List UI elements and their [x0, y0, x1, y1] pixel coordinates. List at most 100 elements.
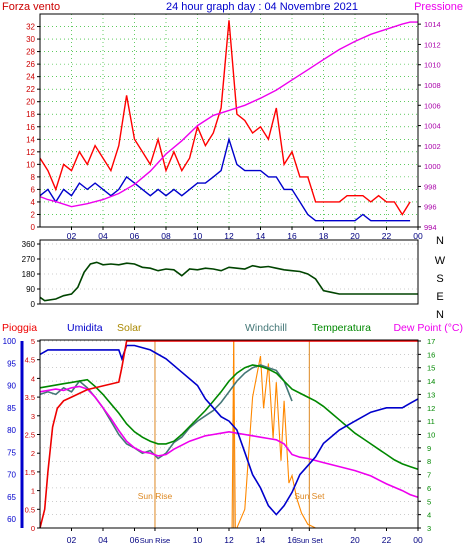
tick-label: 30 [26, 35, 35, 44]
tick-label: 100 [3, 337, 17, 346]
tick-label: 16 [287, 231, 297, 241]
tick-label: 65 [7, 493, 16, 502]
tick-label: 26 [26, 60, 35, 69]
dew_point-line [39, 385, 419, 499]
tick-label: 22 [382, 535, 392, 545]
compass-label: S [436, 273, 443, 285]
plot-lines [39, 261, 418, 302]
tick-label: 80 [7, 426, 16, 435]
tick-label: 270 [22, 255, 36, 264]
tick-label: 9 [427, 444, 431, 453]
tick-label: 1000 [424, 162, 441, 171]
tick-label: 994 [424, 223, 437, 232]
windchill-line [39, 364, 293, 460]
tick-label: 14 [256, 231, 266, 241]
tick-label: 998 [424, 182, 437, 191]
rain-ticks: 0 0.5 1 1.5 2 2.5 3 3.5 4 4.5 5 [25, 337, 40, 533]
tick-label: 3 [31, 412, 35, 421]
tick-label: 17 [427, 337, 435, 346]
temperature-line [39, 364, 419, 470]
tick-label: 1006 [424, 101, 441, 110]
tick-label: Sun Rise [140, 536, 170, 545]
speed-line [39, 136, 411, 222]
plot-frame [39, 339, 419, 529]
tick-label: 8 [427, 457, 431, 466]
pressure-line [39, 21, 418, 208]
tick-label: 180 [22, 270, 36, 279]
tick-label: 11 [427, 417, 435, 426]
tick-label: 8 [31, 173, 36, 182]
tick-label: 7 [427, 471, 431, 480]
series-label: Temperatura [312, 322, 371, 334]
series-label: Umidita [67, 322, 103, 334]
tick-label: 18 [26, 110, 35, 119]
annotation-label: Sun Set [294, 491, 325, 501]
tick-label: 12 [427, 404, 435, 413]
tick-label: 06 [130, 231, 140, 241]
tick-label: 996 [424, 203, 437, 212]
right-ticks: 994 996 998 1000 1002 1004 1006 1008 1010 1012 101… [418, 20, 441, 232]
tick-label: 1012 [424, 40, 441, 49]
tick-label: 00 [413, 535, 423, 545]
tick-label: 10 [427, 431, 435, 440]
compass-label: N [436, 235, 444, 247]
tick-label: 14 [256, 535, 266, 545]
tick-label: 4 [31, 374, 35, 383]
tick-label: 13 [427, 390, 435, 399]
tick-label: 16 [26, 123, 35, 132]
tick-label: 22 [382, 231, 392, 241]
tick-label: 1014 [424, 20, 441, 29]
plot-lines [39, 20, 418, 222]
tick-label: 28 [26, 48, 35, 57]
series-label: Windchill [245, 322, 287, 334]
annotation-label: Sun Rise [138, 491, 173, 501]
tick-label: 00 [413, 231, 423, 241]
grid [40, 243, 418, 305]
tick-label: 20 [26, 98, 35, 107]
rain-line [39, 340, 418, 529]
tick-label: 0 [31, 300, 36, 309]
tick-label: 12 [224, 535, 234, 545]
tick-label: 2 [31, 449, 35, 458]
tick-label: 08 [161, 231, 171, 241]
tick-label: 2 [31, 210, 36, 219]
tick-label: 5 [427, 497, 431, 506]
tick-label: 04 [98, 535, 108, 545]
tick-label: Sun Set [296, 536, 324, 545]
series-label: Pioggia [2, 322, 37, 334]
tick-label: 04 [98, 231, 108, 241]
plot-frame [39, 239, 419, 305]
wind-pressure-panel: 24 hour graph day : 04 Novembre 2021 For… [2, 1, 463, 241]
compass-label: W [435, 255, 446, 267]
humidity-ticks: 60 65 70 75 80 85 90 95 100 [3, 337, 24, 528]
tick-label: 2.5 [25, 431, 35, 440]
humidity-line [39, 344, 419, 516]
tick-label: 90 [26, 285, 35, 294]
tick-label: 5 [31, 337, 35, 346]
tick-label: 0 [31, 524, 35, 533]
tick-label: 1.5 [25, 468, 35, 477]
compass-label: N [436, 309, 444, 321]
x-ticks: 02 04 06 08 10 12 14 16 18 20 22 00 [67, 227, 423, 241]
tick-label: 1010 [424, 61, 441, 70]
tick-label: 85 [7, 404, 16, 413]
chart-title: 24 hour graph day : 04 Novembre 2021 [166, 1, 358, 13]
annotations: Sun Rise Sun Set [138, 491, 325, 501]
gust-line [39, 20, 411, 216]
temperature-ticks: 3 4 5 6 7 8 9 10 11 12 13 14 15 16 17 [418, 337, 435, 533]
tick-label: 4.5 [25, 356, 35, 365]
direction-line [39, 261, 418, 302]
grid [40, 340, 418, 529]
tick-label: 14 [427, 377, 435, 386]
tick-label: 22 [26, 85, 35, 94]
tick-label: 90 [7, 382, 16, 391]
tick-label: 20 [350, 535, 360, 545]
tick-label: 16 [287, 535, 297, 545]
tick-label: 70 [7, 471, 16, 480]
tick-label: 1004 [424, 122, 441, 131]
tick-label: 60 [7, 515, 16, 524]
tick-label: 15 [427, 364, 435, 373]
tick-label: 3 [427, 524, 431, 533]
